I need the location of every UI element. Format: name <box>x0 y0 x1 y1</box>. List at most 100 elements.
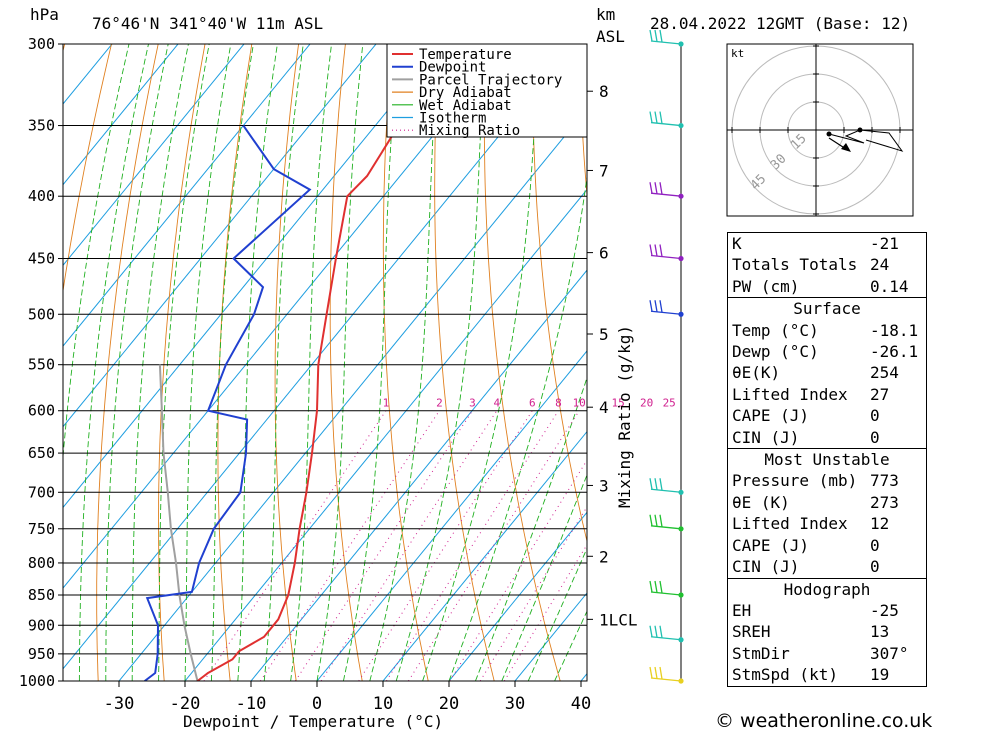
dry-adiabat-line <box>158 44 206 681</box>
index-name: PW (cm) <box>732 276 800 296</box>
wind-barb-flag <box>649 111 653 123</box>
wind-barb-flag <box>659 514 663 527</box>
datetime-label: 28.04.2022 12GMT (Base: 12) <box>650 14 910 33</box>
temperature-axis: -30 -20 -10 0 10 20 30 40 <box>104 681 591 714</box>
wind-barb-dot <box>678 193 684 199</box>
wind-barb-flag <box>654 111 658 124</box>
indices-panel: K -21 Totals Totals 24 PW (cm) 0.14 Surface T… <box>727 232 927 687</box>
pressure-tick-label: 700 <box>28 483 55 501</box>
mixing-ratio-label: 8 <box>555 397 562 410</box>
mixing-ratio-label: 20 <box>640 397 653 410</box>
wind-barb-dot <box>678 637 684 643</box>
pressure-tick-label: 950 <box>28 645 55 663</box>
dry-adiabat-line <box>950 26 1000 681</box>
wind-barb-dot <box>678 255 684 262</box>
wind-barb <box>650 525 682 530</box>
wind-barb-flag <box>649 300 653 312</box>
wind-barb <box>650 254 682 260</box>
wind-barb-dot <box>678 526 684 532</box>
height-tick-label: 4 <box>599 398 609 417</box>
index-name: K <box>732 234 742 253</box>
index-name: CAPE (J) <box>732 535 810 555</box>
height-axis: 8 7 6 5 4 3 2 1LCL <box>586 44 638 681</box>
index-row: Pressure (mb) 773 <box>728 470 926 491</box>
mixing-ratio-label: 4 <box>493 397 500 410</box>
wind-barb-flag <box>659 244 663 257</box>
dry-adiabat-line <box>329 44 363 681</box>
asl-unit-label: ASL <box>596 27 625 46</box>
most-unstable-panel: Most Unstable Pressure (mb) 773 θE (K) 273 L… <box>727 448 927 579</box>
temperature-tick-label: -20 <box>170 694 201 714</box>
wind-barb <box>650 192 682 197</box>
pressure-axis: 300 350 400 450 500 550 600 650 700 750 800 850 900 9… <box>19 35 63 690</box>
wet-adiabat-line <box>158 44 210 681</box>
hpa-unit-label: hPa <box>30 5 59 24</box>
mixing-ratio-label: 3 <box>469 397 476 410</box>
height-tick-label: 7 <box>599 161 609 180</box>
index-name: EH <box>732 600 752 620</box>
height-tick-label: 6 <box>599 244 609 263</box>
dry-adiabat-line <box>996 26 1000 681</box>
wind-barb-flag <box>649 666 653 679</box>
index-row: CAPE (J) 0 <box>728 535 926 556</box>
wind-barb-flag <box>654 514 658 527</box>
pressure-isobars <box>63 43 587 682</box>
index-row: CIN (J) 0 <box>728 427 926 448</box>
pressure-tick-label: 500 <box>28 305 55 323</box>
wind-barb-flag <box>649 182 653 194</box>
sounding-profiles <box>144 44 453 681</box>
index-name: Temp (°C) <box>732 320 819 340</box>
wind-barb-dot <box>678 311 684 317</box>
wind-barb-dot <box>678 41 684 47</box>
index-name: θE(K) <box>732 363 781 383</box>
index-row: Lifted Index 12 <box>728 513 926 534</box>
wet-adiabat-line <box>105 44 169 681</box>
pressure-tick-label: 350 <box>28 117 55 135</box>
temperature-tick-label: -10 <box>236 694 267 714</box>
mixing-ratio-line <box>358 410 533 681</box>
mixing-ratio-line <box>294 410 473 681</box>
index-row: θE (K) 273 <box>728 492 926 513</box>
mixing-ratio-label: 10 <box>573 397 586 410</box>
index-row: Dewp (°C) -26.1 <box>728 341 926 362</box>
wet-adiabat-line <box>210 44 254 681</box>
index-name: Dewp (°C) <box>732 342 819 362</box>
most-unstable-title: Most Unstable <box>764 450 890 470</box>
index-value: 27 <box>870 384 890 404</box>
index-value: 273 <box>870 492 899 512</box>
index-row: θE(K) 254 <box>728 362 926 383</box>
index-value: 19 <box>870 665 890 685</box>
wind-barb-dot <box>678 489 684 495</box>
wet-adiabat-line <box>474 376 587 681</box>
pressure-tick-label: 300 <box>28 35 55 53</box>
wet-adiabat-line <box>263 44 304 681</box>
credit-label: © weatheronline.co.uk <box>715 710 933 732</box>
location-title: 76°46'N 341°40'W 11m ASL <box>92 14 323 33</box>
pressure-tick-label: 900 <box>28 616 55 634</box>
index-row: StmDir 307° <box>728 643 926 664</box>
isotherm-line <box>184 188 587 681</box>
wet-adiabat-line <box>422 44 540 681</box>
index-row: EH -25 <box>728 600 926 621</box>
dry-adiabat-line <box>382 44 429 681</box>
wet-adiabat-line <box>448 173 587 681</box>
index-name: Totals Totals <box>732 255 858 275</box>
mixing-ratio-label: 2 <box>436 397 443 410</box>
wet-adiabat-line <box>237 44 278 681</box>
wind-barb <box>650 591 682 596</box>
temperature-tick-label: 10 <box>373 694 393 714</box>
wind-barb-flag <box>649 29 653 42</box>
wind-barb-flag <box>649 625 653 637</box>
height-tick-label: 5 <box>599 325 609 344</box>
storm-motion-arrow <box>841 143 851 152</box>
index-name: Lifted Index <box>732 514 848 534</box>
mixing-ratio-label: 1 <box>383 397 390 410</box>
wind-barb-flag <box>659 182 663 195</box>
dry-adiabat-line <box>483 44 561 681</box>
index-value: 13 <box>870 622 890 642</box>
wet-adiabat-line <box>501 473 587 681</box>
wind-barb-flag <box>654 182 658 194</box>
wind-barb-flag <box>659 666 663 680</box>
wind-barbs <box>649 29 684 684</box>
